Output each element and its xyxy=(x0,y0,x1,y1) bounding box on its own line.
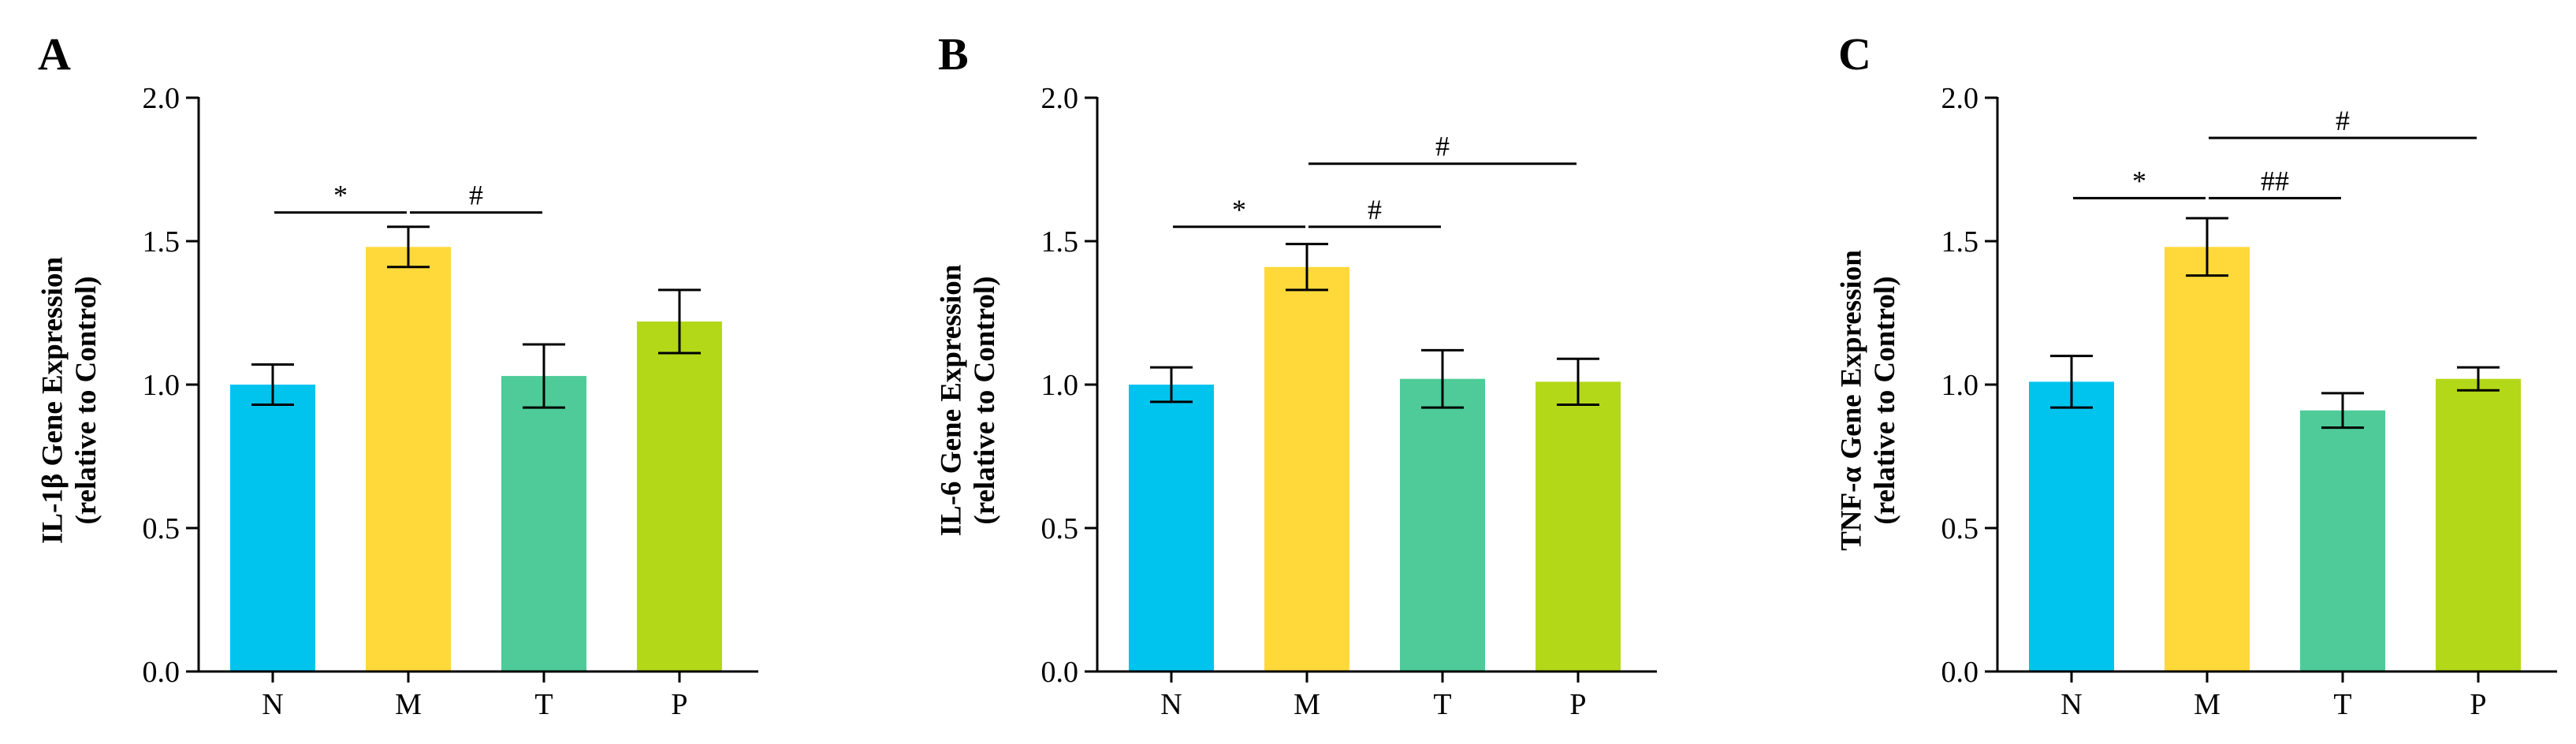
x-tick-label-n: N xyxy=(262,688,283,721)
bar-t xyxy=(2300,410,2385,671)
y-axis-title: IL-1β Gene Expression(relative to Contro… xyxy=(36,256,102,544)
significance-label: * xyxy=(2132,165,2146,196)
significance-label: # xyxy=(469,180,483,211)
significance-label: # xyxy=(2336,105,2350,136)
bar-t xyxy=(1400,378,1485,671)
x-tick-label-t: T xyxy=(2333,688,2351,721)
bar-m xyxy=(1264,266,1349,671)
panel-letter: B xyxy=(938,28,969,80)
y-tick-label: 0.0 xyxy=(143,656,181,689)
y-tick-label: 1.0 xyxy=(1941,369,1979,402)
bar-n xyxy=(230,385,315,671)
y-axis-title-line2: (relative to Control) xyxy=(1869,276,1901,524)
y-axis-title: TNF-α Gene Expression(relative to Contro… xyxy=(1835,250,1901,551)
y-axis-title-line2: (relative to Control) xyxy=(70,276,102,524)
x-tick-label-n: N xyxy=(2060,688,2082,721)
x-tick-label-p: P xyxy=(671,688,687,721)
panel-c: C TNF-α Gene Expression(relative to Contr… xyxy=(1835,28,2557,721)
panel-letter: A xyxy=(38,28,71,80)
y-tick-label: 0.5 xyxy=(143,512,181,545)
significance-label: * xyxy=(333,180,348,211)
y-tick-label: 1.5 xyxy=(1941,225,1979,259)
bar-m xyxy=(366,247,451,671)
x-tick-label-m: M xyxy=(395,688,422,721)
bar-n xyxy=(2029,381,2114,671)
significance-label: * xyxy=(1232,194,1246,225)
significance-label: # xyxy=(1435,131,1450,162)
panel-letter: C xyxy=(1838,28,1871,80)
y-tick-label: 1.5 xyxy=(1041,225,1079,259)
bar-n xyxy=(1129,385,1214,671)
y-tick-label: 2.0 xyxy=(143,82,181,115)
x-tick-label-p: P xyxy=(2470,688,2486,721)
y-tick-label: 0.0 xyxy=(1041,656,1079,689)
y-axis-title: IL-6 Gene Expression(relative to Control… xyxy=(935,264,1001,536)
y-tick-label: 1.5 xyxy=(143,225,181,259)
y-axis-title-line1: TNF-α Gene Expression xyxy=(1835,250,1867,551)
y-tick-label: 1.0 xyxy=(143,369,181,402)
significance-label: ## xyxy=(2261,165,2289,196)
y-tick-label: 0.0 xyxy=(1941,656,1979,689)
panel-a: A IL-1β Gene Expression(relative to Contr… xyxy=(36,28,758,721)
y-tick-label: 0.5 xyxy=(1941,512,1979,545)
y-axis-title-line1: IL-1β Gene Expression xyxy=(36,256,69,544)
bar-p xyxy=(2436,378,2521,671)
y-tick-label: 0.5 xyxy=(1041,512,1079,545)
x-tick-label-m: M xyxy=(2194,688,2220,721)
x-tick-label-t: T xyxy=(1433,688,1451,721)
significance-label: # xyxy=(1368,194,1382,225)
bar-p xyxy=(637,321,722,671)
bar-p xyxy=(1536,381,1621,671)
x-tick-label-p: P xyxy=(1569,688,1586,721)
panel-b: B IL-6 Gene Expression(relative to Contro… xyxy=(935,28,1657,721)
y-tick-label: 2.0 xyxy=(1941,82,1979,115)
x-tick-label-t: T xyxy=(534,688,553,721)
bar-m xyxy=(2165,247,2250,671)
y-axis-title-line1: IL-6 Gene Expression xyxy=(935,264,967,536)
bar-t xyxy=(501,376,586,671)
y-axis-title-line2: (relative to Control) xyxy=(969,276,1001,524)
x-tick-label-n: N xyxy=(1160,688,1182,721)
y-tick-label: 1.0 xyxy=(1041,369,1079,402)
x-tick-label-m: M xyxy=(1294,688,1320,721)
y-tick-label: 2.0 xyxy=(1041,82,1079,115)
